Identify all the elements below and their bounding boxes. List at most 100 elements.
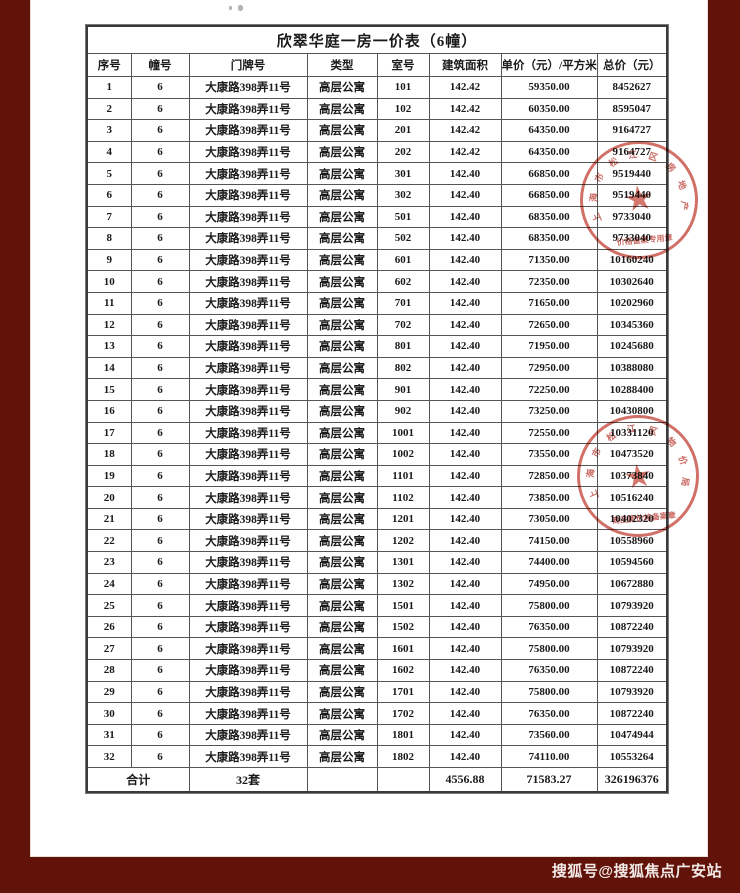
column-header-area: 建筑面积 <box>428 53 502 77</box>
cell-building: 6 <box>130 659 190 682</box>
cell-area: 142.42 <box>428 140 502 164</box>
cell-type: 高层公寓 <box>306 507 378 531</box>
cell-building: 6 <box>130 140 190 164</box>
cell-address: 大康路398弄11号 <box>188 140 308 164</box>
cell-total-price: 10245680 <box>596 335 668 358</box>
cell-type: 高层公寓 <box>306 140 378 164</box>
cell-room: 501 <box>376 205 430 229</box>
cell-type: 高层公寓 <box>306 162 378 185</box>
cell-building: 6 <box>130 291 190 315</box>
table-row: 14 6 大康路398弄11号 高层公寓 802 142.40 72950.00 103880… <box>86 356 668 380</box>
cell-unit-price: 74950.00 <box>500 572 598 596</box>
table-row: 18 6 大康路398弄11号 高层公寓 1002 142.40 73550.00 10473… <box>86 443 668 466</box>
table-row: 7 6 大康路398弄11号 高层公寓 501 142.40 68350.00 9733040 <box>86 205 668 229</box>
cell-room: 1002 <box>376 443 430 466</box>
cell-total-price: 10474944 <box>596 723 668 747</box>
cell-index: 31 <box>86 723 132 747</box>
cell-type: 高层公寓 <box>306 248 378 272</box>
cell-index: 14 <box>86 356 132 380</box>
cell-total-price: 8595047 <box>596 97 668 121</box>
cell-unit-price: 73250.00 <box>500 399 598 423</box>
cell-index: 7 <box>86 205 132 229</box>
cell-unit-price: 68350.00 <box>500 227 598 250</box>
cell-address: 大康路398弄11号 <box>188 615 308 639</box>
cell-unit-price: 74400.00 <box>500 551 598 574</box>
cell-room: 801 <box>376 335 430 358</box>
column-header-address: 门牌号 <box>188 53 308 77</box>
cell-type: 高层公寓 <box>306 356 378 380</box>
cell-building: 6 <box>130 615 190 639</box>
cell-building: 6 <box>130 680 190 704</box>
table-row: 19 6 大康路398弄11号 高层公寓 1101 142.40 72850.00 10373… <box>86 464 668 488</box>
cell-address: 大康路398弄11号 <box>188 572 308 596</box>
cell-total-price: 10202960 <box>596 291 668 315</box>
table-total-row: 合计 32套 4556.88 71583.27 326196376 <box>86 767 668 793</box>
cell-type: 高层公寓 <box>306 745 378 768</box>
page-title: 欣翠华庭一房一价表（6幢） <box>85 25 669 54</box>
cell-area: 142.40 <box>428 227 502 250</box>
table-header-row: 序号 幢号 门牌号 类型 室号 建筑面积 单价（元）/平方米 总价（元） <box>86 53 668 77</box>
table-row: 32 6 大康路398弄11号 高层公寓 1802 142.40 74110.00 10553… <box>86 745 668 768</box>
cell-type: 高层公寓 <box>306 313 378 337</box>
cell-address: 大康路398弄11号 <box>188 313 308 337</box>
cell-index: 12 <box>86 313 132 337</box>
column-header-room: 室号 <box>376 53 430 77</box>
cell-type: 高层公寓 <box>306 486 378 509</box>
table-row: 1 6 大康路398弄11号 高层公寓 101 142.42 59350.00 8452627 <box>86 76 668 99</box>
cell-address: 大康路398弄11号 <box>188 399 308 423</box>
cell-area: 142.40 <box>428 723 502 747</box>
cell-area: 142.40 <box>428 443 502 466</box>
cell-index: 20 <box>86 486 132 509</box>
scan-speck <box>238 5 243 11</box>
cell-room: 802 <box>376 356 430 380</box>
cell-index: 2 <box>86 97 132 121</box>
cell-type: 高层公寓 <box>306 615 378 639</box>
seal-arc-char: 产 <box>678 200 690 211</box>
cell-building: 6 <box>130 335 190 358</box>
cell-room: 101 <box>376 76 430 99</box>
cell-type: 高层公寓 <box>306 680 378 704</box>
cell-room: 601 <box>376 248 430 272</box>
cell-total-price: 10793920 <box>596 680 668 704</box>
cell-room: 1502 <box>376 615 430 639</box>
cell-type: 高层公寓 <box>306 205 378 229</box>
cell-type: 高层公寓 <box>306 399 378 423</box>
cell-address: 大康路398弄11号 <box>188 594 308 617</box>
table-row: 8 6 大康路398弄11号 高层公寓 502 142.40 68350.00 9733040 <box>86 227 668 250</box>
total-area: 4556.88 <box>428 767 502 793</box>
cell-building: 6 <box>130 486 190 509</box>
cell-unit-price: 71650.00 <box>500 291 598 315</box>
cell-area: 142.40 <box>428 637 502 661</box>
cell-unit-price: 76350.00 <box>500 702 598 725</box>
cell-type: 高层公寓 <box>306 270 378 293</box>
cell-index: 32 <box>86 745 132 768</box>
cell-total-price: 10345360 <box>596 313 668 337</box>
cell-address: 大康路398弄11号 <box>188 291 308 315</box>
total-unit-price-average: 71583.27 <box>500 767 598 793</box>
cell-address: 大康路398弄11号 <box>188 248 308 272</box>
cell-address: 大康路398弄11号 <box>188 97 308 121</box>
cell-type: 高层公寓 <box>306 637 378 661</box>
cell-area: 142.40 <box>428 183 502 207</box>
table-row: 20 6 大康路398弄11号 高层公寓 1102 142.40 73850.00 10516… <box>86 486 668 509</box>
cell-area: 142.40 <box>428 594 502 617</box>
cell-room: 901 <box>376 378 430 401</box>
cell-area: 142.40 <box>428 551 502 574</box>
cell-address: 大康路398弄11号 <box>188 702 308 725</box>
cell-room: 702 <box>376 313 430 337</box>
cell-index: 15 <box>86 378 132 401</box>
cell-total-price: 10872240 <box>596 702 668 725</box>
cell-address: 大康路398弄11号 <box>188 76 308 99</box>
total-room-blank <box>376 767 430 793</box>
price-table-container: 欣翠华庭一房一价表（6幢） 序号 幢号 门牌号 类型 室号 建筑面积 单价（元）… <box>84 24 670 794</box>
cell-building: 6 <box>130 443 190 466</box>
cell-type: 高层公寓 <box>306 551 378 574</box>
cell-unit-price: 71350.00 <box>500 248 598 272</box>
cell-unit-price: 73850.00 <box>500 486 598 509</box>
cell-building: 6 <box>130 594 190 617</box>
cell-area: 142.40 <box>428 659 502 682</box>
cell-index: 24 <box>86 572 132 596</box>
table-row: 30 6 大康路398弄11号 高层公寓 1702 142.40 76350.00 10872… <box>86 702 668 725</box>
cell-unit-price: 64350.00 <box>500 119 598 142</box>
cell-index: 23 <box>86 551 132 574</box>
